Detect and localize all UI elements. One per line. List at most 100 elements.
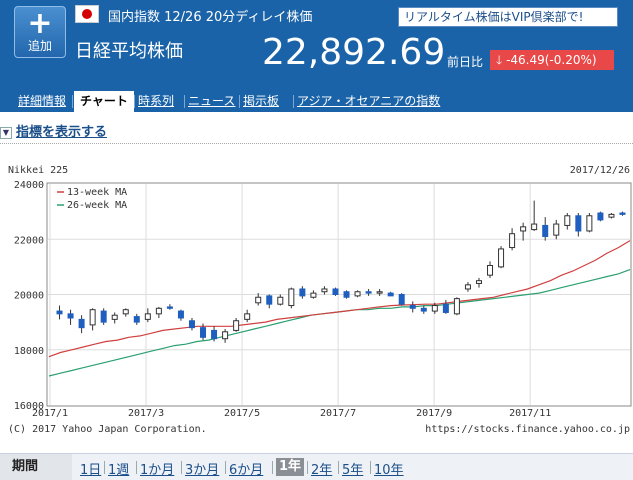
chart-title: Nikkei 225 [8, 165, 68, 176]
x-tick-label: 2017/11 [509, 408, 551, 419]
japan-flag-icon [75, 5, 99, 23]
candle [586, 213, 593, 233]
candle [564, 213, 571, 230]
tab-news[interactable]: ニュース [188, 94, 236, 108]
period-option[interactable]: 6か月 [229, 463, 264, 478]
candle-body [387, 292, 394, 297]
candle-body [211, 329, 218, 340]
tab-chart[interactable]: チャート [74, 91, 134, 112]
ma13-line [48, 240, 631, 358]
period-option[interactable]: 10年 [374, 463, 404, 478]
candle [553, 219, 560, 240]
candle [277, 294, 284, 306]
candle [619, 211, 626, 216]
candle-body [188, 320, 195, 329]
candle [111, 312, 118, 324]
candle [498, 246, 505, 269]
add-portfolio-button[interactable]: + 追加 [14, 6, 66, 58]
candle-body [321, 288, 328, 293]
candle-body [299, 288, 306, 297]
candle-body [67, 313, 74, 319]
candle-body [100, 310, 107, 323]
change-label: 前日比 [447, 55, 484, 69]
candle-body [420, 307, 427, 312]
candle-body [255, 296, 262, 304]
candle-body [409, 305, 416, 309]
candle [608, 213, 615, 219]
show-indicators-toggle[interactable]: ▼ 指標を表示する [0, 121, 107, 140]
legend-label: 13-week MA [67, 187, 127, 198]
tab-board[interactable]: 掲示板 [243, 94, 280, 108]
candle-body [464, 284, 471, 290]
period-bar: 期間 1日 1週 1か月 3か月 6か月 1年 2年 5年 10年 [0, 453, 633, 480]
x-tick-label: 2017/1 [32, 408, 68, 419]
candle [211, 326, 218, 342]
x-tick-label: 2017/9 [416, 408, 452, 419]
tab-timeseries[interactable]: 時系列 [138, 94, 175, 108]
candle [299, 286, 306, 299]
candle [531, 200, 538, 231]
candle [266, 294, 273, 309]
candle-body [222, 331, 229, 340]
plus-icon: + [27, 6, 53, 41]
tab-asia-indices[interactable]: アジア・オセアニアの指数 [297, 94, 441, 108]
candle [387, 291, 394, 297]
candle [188, 317, 195, 331]
candle [200, 323, 207, 341]
candle [177, 309, 184, 321]
period-option[interactable]: 3か月 [185, 463, 220, 478]
candle-body [144, 313, 151, 320]
candle-body [354, 291, 361, 297]
candle-body [155, 307, 162, 315]
x-tick-label: 2017/3 [128, 408, 164, 419]
candles [56, 200, 626, 343]
candle-body [597, 212, 604, 221]
candle [420, 305, 427, 314]
moving-averages [48, 240, 631, 377]
candle [597, 211, 604, 222]
expand-icon: ▼ [0, 126, 12, 139]
candle [464, 282, 471, 292]
down-arrow-icon: 🡓 [496, 53, 507, 67]
candle-body [487, 264, 494, 276]
tab-details[interactable]: 詳細情報 [18, 94, 67, 108]
legend-label: 26-week MA [67, 200, 127, 211]
candle [233, 317, 240, 332]
period-option[interactable]: 1週 [108, 463, 130, 478]
candle-body [531, 223, 538, 231]
candle [343, 290, 350, 299]
candle-body [56, 310, 63, 315]
candle-body [575, 215, 582, 232]
candle [56, 305, 63, 320]
period-option[interactable]: 1日 [80, 463, 102, 478]
candle [431, 302, 438, 314]
candle [332, 287, 339, 296]
vip-banner-link[interactable]: リアルタイム株価はVIP倶楽部で! [398, 7, 618, 27]
candle-body [277, 296, 284, 305]
candle-body [122, 309, 129, 315]
price-chart: Nikkei 225 2017/12/26 16000 18000 20000 220… [8, 165, 632, 435]
candle-body [177, 310, 184, 319]
candle-body [376, 291, 383, 294]
period-label: 期間 [0, 454, 72, 480]
period-option[interactable]: 1か月 [140, 463, 175, 478]
candle-body [365, 291, 372, 294]
y-tick-label: 18000 [14, 346, 44, 357]
candle-body [619, 212, 626, 215]
period-separator [338, 461, 339, 474]
period-option[interactable]: 1年 [276, 458, 305, 476]
candle [133, 313, 140, 325]
period-option[interactable]: 5年 [342, 463, 364, 478]
candle-body [133, 316, 140, 323]
change-value: -46.49(-0.20%) [506, 53, 597, 67]
candle [509, 228, 516, 251]
candle-body [553, 223, 560, 236]
candle [67, 309, 74, 325]
chart-date: 2017/12/26 [570, 165, 630, 176]
candle [475, 277, 482, 288]
period-option[interactable]: 2年 [311, 463, 333, 478]
candle-body [398, 294, 405, 305]
copyright: (C) 2017 Yahoo Japan Corporation. [8, 424, 207, 435]
period-separator [370, 461, 371, 474]
source-url: https://stocks.finance.yahoo.co.jp [425, 424, 630, 435]
